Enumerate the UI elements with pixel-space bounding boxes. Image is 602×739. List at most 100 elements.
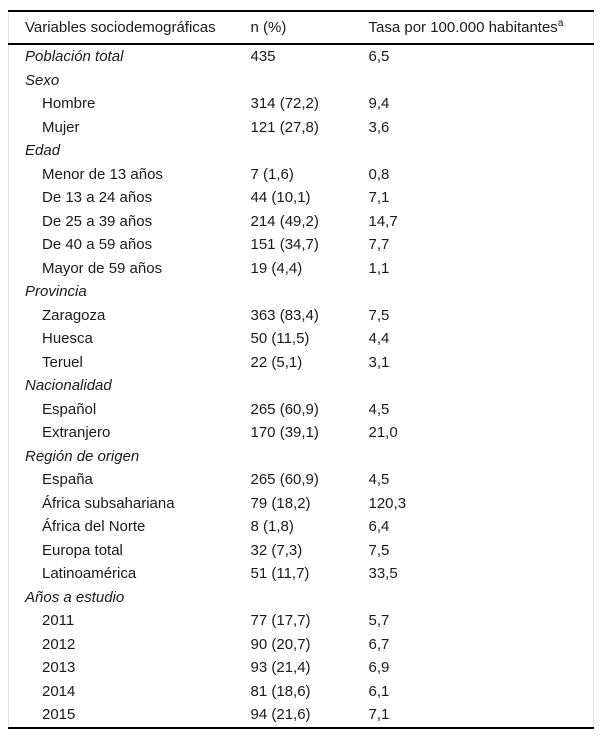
row-rate: 7,1 xyxy=(368,189,390,207)
row-rate: 21,0 xyxy=(368,424,398,442)
table-row: Español 265 (60,9) 4,5 xyxy=(9,398,594,422)
table-row: 2011 77 (17,7) 5,7 xyxy=(9,609,594,633)
table-row: Región de origen xyxy=(9,445,594,469)
row-rate: 6,1 xyxy=(368,682,390,700)
row-rate: 3,1 xyxy=(368,353,390,371)
row-label: Edad xyxy=(25,142,61,160)
row-label: Mayor de 59 años xyxy=(42,259,163,277)
row-n-percent xyxy=(251,69,369,93)
table-row: 2015 94 (21,6) 7,1 xyxy=(9,703,594,728)
row-n-percent xyxy=(251,374,369,398)
row-rate: 6,9 xyxy=(368,659,390,677)
row-n-percent: 265 (60,9) xyxy=(250,471,319,489)
row-rate: 4,4 xyxy=(368,330,390,348)
table-row: Edad xyxy=(9,139,594,163)
table-row: Europa total 32 (7,3) 7,5 xyxy=(9,539,594,563)
table-row: Años a estudio xyxy=(9,586,594,610)
row-rate: 120,3 xyxy=(368,494,407,512)
row-n-percent: 121 (27,8) xyxy=(250,118,319,136)
row-rate: 1,1 xyxy=(368,259,390,277)
row-label: Latinoamérica xyxy=(42,565,137,583)
row-label: Extranjero xyxy=(42,424,111,442)
table-row: Nacionalidad xyxy=(9,374,594,398)
row-rate: 4,5 xyxy=(368,471,390,489)
row-n-percent: 314 (72,2) xyxy=(250,95,319,113)
row-label: Mujer xyxy=(42,118,80,136)
row-label: España xyxy=(42,471,93,489)
row-label: Hombre xyxy=(42,95,96,113)
row-rate: 4,5 xyxy=(368,400,390,418)
row-n-percent: 435 xyxy=(250,48,276,66)
row-n-percent: 22 (5,1) xyxy=(250,353,303,371)
row-n-percent: 94 (21,6) xyxy=(250,706,311,724)
header-rate: Tasa por 100.000 habitantesa xyxy=(368,11,594,45)
header-n-percent: n (%) xyxy=(250,11,369,45)
table-row: 2013 93 (21,4) 6,9 xyxy=(9,656,594,680)
row-rate xyxy=(369,445,594,469)
table-header: Variables sociodemográficas n (%) Tasa p… xyxy=(8,11,594,45)
row-label: Sexo xyxy=(25,71,60,89)
table-body: Población total 435 6,5 Sexo Hombre 314 (72,2… xyxy=(9,44,594,728)
table-row: África subsahariana 79 (18,2) 120,3 xyxy=(9,492,594,516)
row-label: 2011 xyxy=(42,612,75,630)
table-row: Mujer 121 (27,8) 3,6 xyxy=(9,116,594,140)
row-label: África subsahariana xyxy=(42,494,175,512)
header-variables: Variables sociodemográficas xyxy=(8,11,251,45)
row-rate: 7,5 xyxy=(368,541,390,559)
row-label: Provincia xyxy=(25,283,87,301)
row-n-percent: 81 (18,6) xyxy=(250,682,311,700)
table-row: De 40 a 59 años 151 (34,7) 7,7 xyxy=(9,233,594,257)
row-label: Zaragoza xyxy=(42,306,106,324)
row-label: Teruel xyxy=(42,353,83,371)
row-rate: 33,5 xyxy=(368,565,398,583)
row-label: De 13 a 24 años xyxy=(42,189,153,207)
row-n-percent: 90 (20,7) xyxy=(250,635,311,653)
row-rate: 0,8 xyxy=(368,165,390,183)
row-label: 2014 xyxy=(42,682,76,700)
row-rate: 14,7 xyxy=(368,212,398,230)
row-n-percent xyxy=(251,445,369,469)
row-label: 2013 xyxy=(42,659,76,677)
table-row: Mayor de 59 años 19 (4,4) 1,1 xyxy=(9,257,594,281)
table-row: Zaragoza 363 (83,4) 7,5 xyxy=(9,304,594,328)
table-row: Menor de 13 años 7 (1,6) 0,8 xyxy=(9,163,594,187)
row-label: De 25 a 39 años xyxy=(42,212,153,230)
sociodemographic-table-container: Variables sociodemográficas n (%) Tasa p… xyxy=(8,10,594,729)
row-rate: 3,6 xyxy=(368,118,390,136)
row-n-percent: 363 (83,4) xyxy=(250,306,319,324)
row-label: Nacionalidad xyxy=(25,377,112,395)
row-n-percent: 77 (17,7) xyxy=(250,612,311,630)
row-rate: 5,7 xyxy=(368,612,390,630)
sociodemographic-table: Variables sociodemográficas n (%) Tasa p… xyxy=(8,10,594,729)
row-n-percent xyxy=(251,586,369,610)
table-row: España 265 (60,9) 4,5 xyxy=(9,468,594,492)
row-n-percent: 170 (39,1) xyxy=(250,424,319,442)
row-n-percent: 51 (11,7) xyxy=(250,565,310,583)
row-label: Huesca xyxy=(42,330,93,348)
row-rate xyxy=(369,280,594,304)
row-rate: 7,5 xyxy=(368,306,390,324)
row-n-percent: 214 (49,2) xyxy=(250,212,319,230)
row-label: África del Norte xyxy=(42,518,146,536)
row-label: De 40 a 59 años xyxy=(42,236,153,254)
row-rate: 7,1 xyxy=(368,706,390,724)
row-label: Región de origen xyxy=(25,447,140,465)
row-n-percent: 7 (1,6) xyxy=(250,165,294,183)
table-row: Hombre 314 (72,2) 9,4 xyxy=(9,92,594,116)
table-row: África del Norte 8 (1,8) 6,4 xyxy=(9,515,594,539)
header-row: Variables sociodemográficas n (%) Tasa p… xyxy=(8,11,594,45)
row-n-percent xyxy=(251,139,369,163)
row-label: Población total xyxy=(25,48,124,66)
row-rate: 9,4 xyxy=(368,95,390,113)
row-n-percent: 8 (1,8) xyxy=(250,518,294,536)
row-n-percent: 50 (11,5) xyxy=(250,330,310,348)
row-rate: 6,5 xyxy=(368,48,390,66)
row-rate: 7,7 xyxy=(368,236,390,254)
row-n-percent xyxy=(251,280,369,304)
table-row: Latinoamérica 51 (11,7) 33,5 xyxy=(9,562,594,586)
row-label: Español xyxy=(42,400,97,418)
row-n-percent: 265 (60,9) xyxy=(250,400,319,418)
row-n-percent: 151 (34,7) xyxy=(250,236,319,254)
row-label: 2015 xyxy=(42,706,76,724)
table-row: Teruel 22 (5,1) 3,1 xyxy=(9,351,594,375)
